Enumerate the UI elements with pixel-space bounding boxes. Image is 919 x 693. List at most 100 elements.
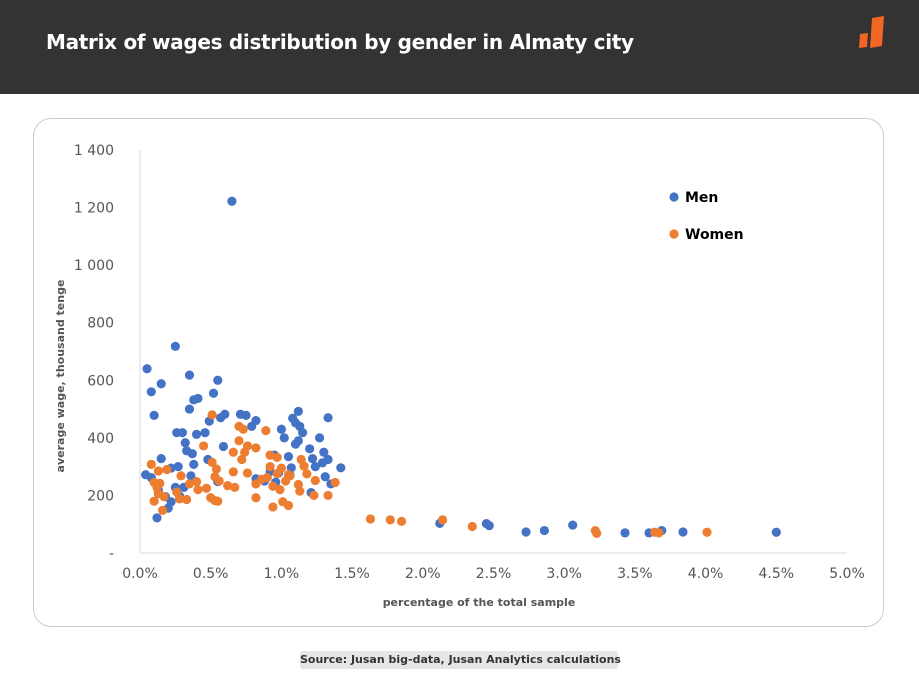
legend-marker-women xyxy=(669,229,679,239)
data-point-men xyxy=(156,453,166,464)
data-point-women xyxy=(272,452,282,463)
x-tick-label: 0.5% xyxy=(193,566,229,582)
data-point-men xyxy=(184,370,195,380)
data-point-women xyxy=(174,494,185,504)
data-point-men xyxy=(146,387,156,397)
x-tick-label: 4.5% xyxy=(759,566,795,582)
data-point-men xyxy=(177,428,188,438)
data-point-men xyxy=(320,472,330,482)
data-point-men xyxy=(771,527,781,537)
data-point-men xyxy=(170,341,180,351)
x-tick-label: 2.0% xyxy=(405,566,441,582)
data-point-women xyxy=(251,443,261,453)
data-point-women xyxy=(330,477,340,488)
data-point-women xyxy=(283,500,294,511)
data-point-women xyxy=(396,516,407,526)
x-tick-label: 3.0% xyxy=(546,566,582,582)
data-point-men xyxy=(149,410,159,421)
legend-label-women: Women xyxy=(685,227,744,243)
y-tick-label: 400 xyxy=(87,431,114,447)
y-axis-title: average wage, thousand tenge xyxy=(54,280,67,473)
data-point-women xyxy=(237,454,247,465)
data-point-women xyxy=(310,475,320,486)
x-tick-label: 4.0% xyxy=(688,566,724,582)
y-tick-label: 1 200 xyxy=(74,201,114,217)
data-point-women xyxy=(592,528,602,539)
data-point-men xyxy=(314,433,325,443)
x-tick-label: 1.5% xyxy=(334,566,370,582)
data-point-women xyxy=(302,469,312,479)
data-point-women xyxy=(223,481,233,491)
y-tick-label: - xyxy=(109,546,114,562)
page-title: Matrix of wages distribution by gender i… xyxy=(46,30,634,54)
source-note: Source: Jusan big-data, Jusan Analytics … xyxy=(300,651,621,669)
data-point-men xyxy=(521,527,531,537)
data-point-women xyxy=(654,528,664,538)
data-point-women xyxy=(191,477,202,487)
data-point-men xyxy=(173,462,183,472)
x-tick-label: 1.0% xyxy=(264,566,300,582)
data-point-men xyxy=(307,453,318,464)
data-point-men xyxy=(290,439,301,449)
data-point-men xyxy=(208,388,219,398)
data-point-women xyxy=(299,461,309,471)
x-tick-label: 3.5% xyxy=(617,566,653,582)
data-point-men xyxy=(336,463,346,473)
data-point-men xyxy=(310,462,320,472)
data-point-women xyxy=(199,441,209,451)
data-point-men xyxy=(156,379,166,389)
data-point-women xyxy=(153,466,163,476)
y-tick-label: 1 400 xyxy=(74,143,114,159)
data-point-women xyxy=(251,493,261,503)
data-point-women xyxy=(240,447,250,457)
data-point-women xyxy=(268,481,278,491)
data-point-women xyxy=(265,462,275,472)
data-point-women xyxy=(251,479,261,489)
data-point-women xyxy=(182,494,192,505)
data-point-men xyxy=(189,459,199,469)
data-point-men xyxy=(180,438,190,448)
x-tick-label: 2.5% xyxy=(476,566,512,582)
data-point-men xyxy=(187,449,197,459)
data-point-men xyxy=(247,421,257,431)
data-point-women xyxy=(261,426,271,436)
y-tick-label: 600 xyxy=(87,373,114,389)
data-point-women xyxy=(275,485,285,495)
data-point-men xyxy=(298,428,308,438)
data-point-men xyxy=(213,375,223,385)
scatter-chart: - 200 400 600 800 1 000 1 200 1 400 0.0% 0.5% 1.0%… xyxy=(54,143,865,609)
data-point-women xyxy=(238,424,248,434)
data-point-women xyxy=(162,464,172,475)
header-bar: Matrix of wages distribution by gender i… xyxy=(0,0,919,94)
data-point-women xyxy=(213,496,223,506)
jusan-logo-icon xyxy=(859,16,884,48)
data-point-men xyxy=(283,451,294,462)
data-point-women xyxy=(265,450,275,460)
data-point-men xyxy=(241,410,251,421)
data-point-men xyxy=(227,196,237,206)
data-point-women xyxy=(149,496,159,506)
x-axis-title: percentage of the total sample xyxy=(383,596,576,609)
chart-card: - 200 400 600 800 1 000 1 200 1 400 0.0% 0.5% 1.0%… xyxy=(33,118,884,627)
data-point-men xyxy=(186,471,196,481)
data-point-women xyxy=(281,476,291,486)
data-point-women xyxy=(268,502,278,512)
data-point-men xyxy=(276,424,286,434)
data-point-women xyxy=(214,476,224,486)
data-point-women xyxy=(365,514,376,524)
data-point-women xyxy=(230,482,240,492)
data-point-women xyxy=(184,479,195,489)
data-point-men xyxy=(279,433,289,443)
data-point-men xyxy=(539,525,550,536)
data-point-men xyxy=(189,395,199,405)
data-point-men xyxy=(218,441,229,452)
data-point-men xyxy=(215,413,226,423)
data-point-men xyxy=(678,527,688,537)
data-point-women xyxy=(309,490,319,501)
data-point-men xyxy=(152,513,162,523)
data-point-men xyxy=(568,520,578,530)
data-point-women xyxy=(228,447,238,457)
y-tick-label: 800 xyxy=(87,316,114,332)
data-point-men xyxy=(319,447,329,457)
data-point-women xyxy=(295,486,305,496)
